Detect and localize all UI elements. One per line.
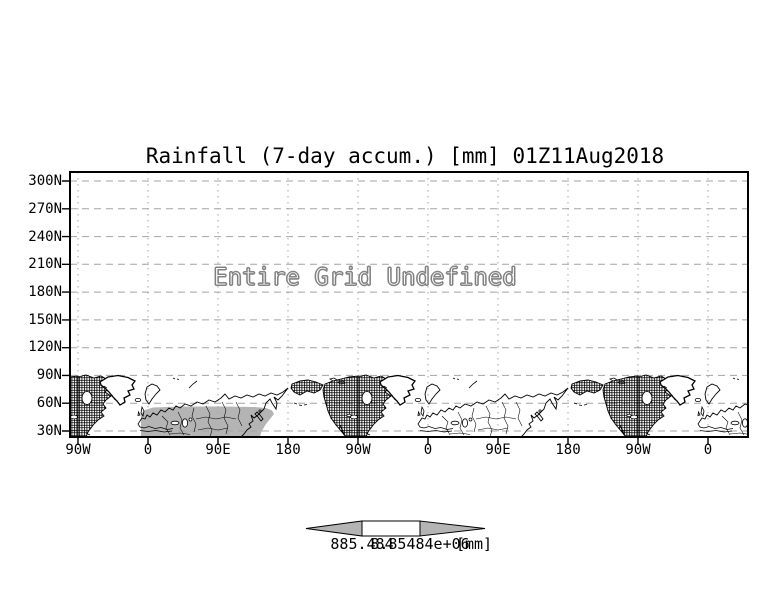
y-tick-label: 60N: [36, 395, 62, 411]
world-map: [71, 374, 747, 436]
gridlines-horizontal: [70, 180, 748, 432]
y-axis-ticks: [62, 180, 70, 432]
x-tick-label: 90W: [345, 442, 371, 458]
colorbar-high-label: 8.85484e+06: [370, 535, 470, 553]
y-tick-label: 30N: [36, 423, 62, 439]
y-tick-label: 210N: [28, 256, 62, 272]
y-tick-label: 120N: [28, 339, 62, 355]
x-tick-label: 180: [555, 442, 581, 458]
colorbar-right-arrow-icon: [419, 520, 486, 537]
plot-title: Rainfall (7-day accum.) [mm] 01Z11Aug201…: [145, 144, 665, 168]
x-tick-label: 90W: [625, 442, 651, 458]
x-axis-ticks: [77, 437, 709, 445]
colorbar: [305, 520, 486, 537]
gridlines-vertical: [77, 172, 709, 437]
x-tick-label: 180: [275, 442, 301, 458]
colorbar-box: [361, 520, 421, 537]
y-tick-label: 270N: [28, 201, 62, 217]
gridlines: [70, 172, 748, 437]
y-tick-label: 300N: [28, 173, 62, 189]
plot-border: [69, 171, 749, 438]
land-shading: [141, 406, 274, 437]
x-tick-label: 90W: [65, 442, 91, 458]
x-tick-label: 0: [423, 442, 433, 458]
x-tick-label: 0: [143, 442, 153, 458]
x-tick-label: 90E: [485, 442, 511, 458]
y-tick-label: 150N: [28, 312, 62, 328]
colorbar-left-arrow-icon: [305, 520, 363, 537]
x-tick-label: 0: [703, 442, 713, 458]
y-tick-label: 90N: [36, 367, 62, 383]
colorbar-units-label: [mm]: [455, 535, 493, 553]
y-tick-label: 240N: [28, 229, 62, 245]
colorbar-low-label: 885.484: [330, 535, 394, 553]
undefined-grid-message: Entire Grid Undefined: [213, 262, 518, 291]
x-tick-label: 90E: [205, 442, 231, 458]
y-tick-label: 180N: [28, 284, 62, 300]
